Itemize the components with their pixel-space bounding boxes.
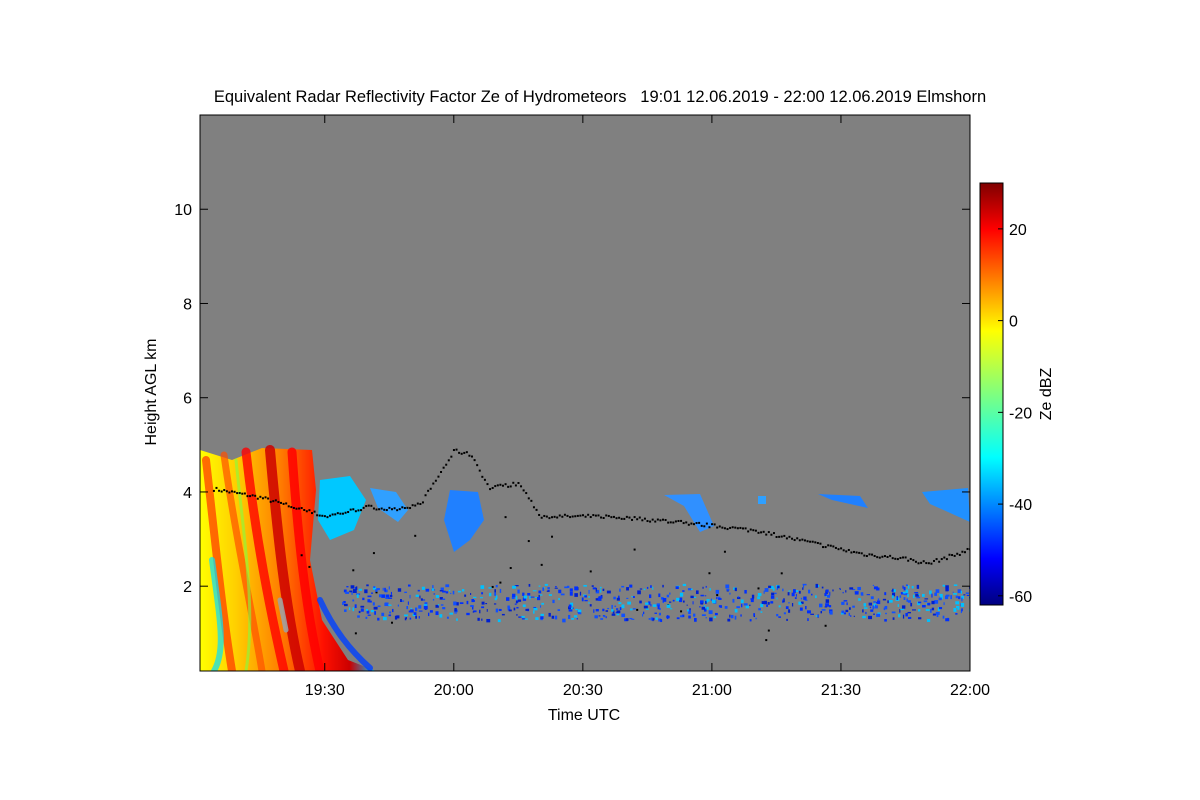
colorbar-tick-label: 0 (1009, 314, 1018, 331)
x-tick-label: 22:00 (950, 682, 990, 699)
plot-background (200, 115, 970, 671)
colorbar-tick-label: -40 (1009, 497, 1032, 514)
y-tick: 6 (183, 391, 970, 408)
y-tick-label: 8 (183, 296, 192, 313)
colorbar-tick-label: 20 (1009, 222, 1027, 239)
weak-echo-patches (318, 476, 970, 552)
x-axis-label: Time UTC (547, 707, 621, 724)
x-tick-label: 20:30 (563, 682, 603, 699)
colorbar-tick-label: -60 (1009, 589, 1032, 606)
x-tick: 20:00 (434, 115, 474, 699)
x-tick: 19:30 (305, 115, 345, 699)
y-tick-label: 6 (183, 391, 192, 408)
cloud-base-markers (212, 448, 970, 642)
colorbar-tick: -60 (998, 589, 1032, 606)
x-tick: 21:00 (692, 115, 732, 699)
precipitation-streaks (202, 445, 373, 671)
y-tick: 10 (174, 202, 970, 219)
y-tick-label: 2 (183, 579, 192, 596)
colorbar-tick: 20 (998, 222, 1027, 239)
low-level-echo-speckles (342, 583, 970, 623)
reflectivity-field (200, 445, 970, 671)
x-tick-label: 21:30 (821, 682, 861, 699)
x-tick-label: 20:00 (434, 682, 474, 699)
chart-title: Equivalent Radar Reflectivity Factor Ze … (213, 88, 987, 106)
x-tick: 22:00 (950, 115, 990, 699)
colorbar-tick: -20 (998, 405, 1032, 422)
colorbar-tick: -40 (998, 497, 1032, 514)
x-tick-label: 21:00 (692, 682, 732, 699)
x-tick-label: 19:30 (305, 682, 345, 699)
y-tick-label: 4 (183, 485, 192, 502)
y-tick-label: 10 (174, 202, 192, 219)
colorbar-tick: 0 (998, 314, 1018, 331)
precipitation-region (200, 448, 376, 671)
y-tick: 8 (183, 296, 970, 313)
plot-frame (199, 114, 971, 672)
colorbar-tick-label: -20 (1009, 405, 1032, 422)
x-tick: 20:30 (563, 115, 603, 699)
x-tick: 21:30 (821, 115, 861, 699)
colorbar (979, 182, 1004, 606)
y-tick: 2 (183, 579, 970, 596)
y-tick: 4 (183, 485, 970, 502)
